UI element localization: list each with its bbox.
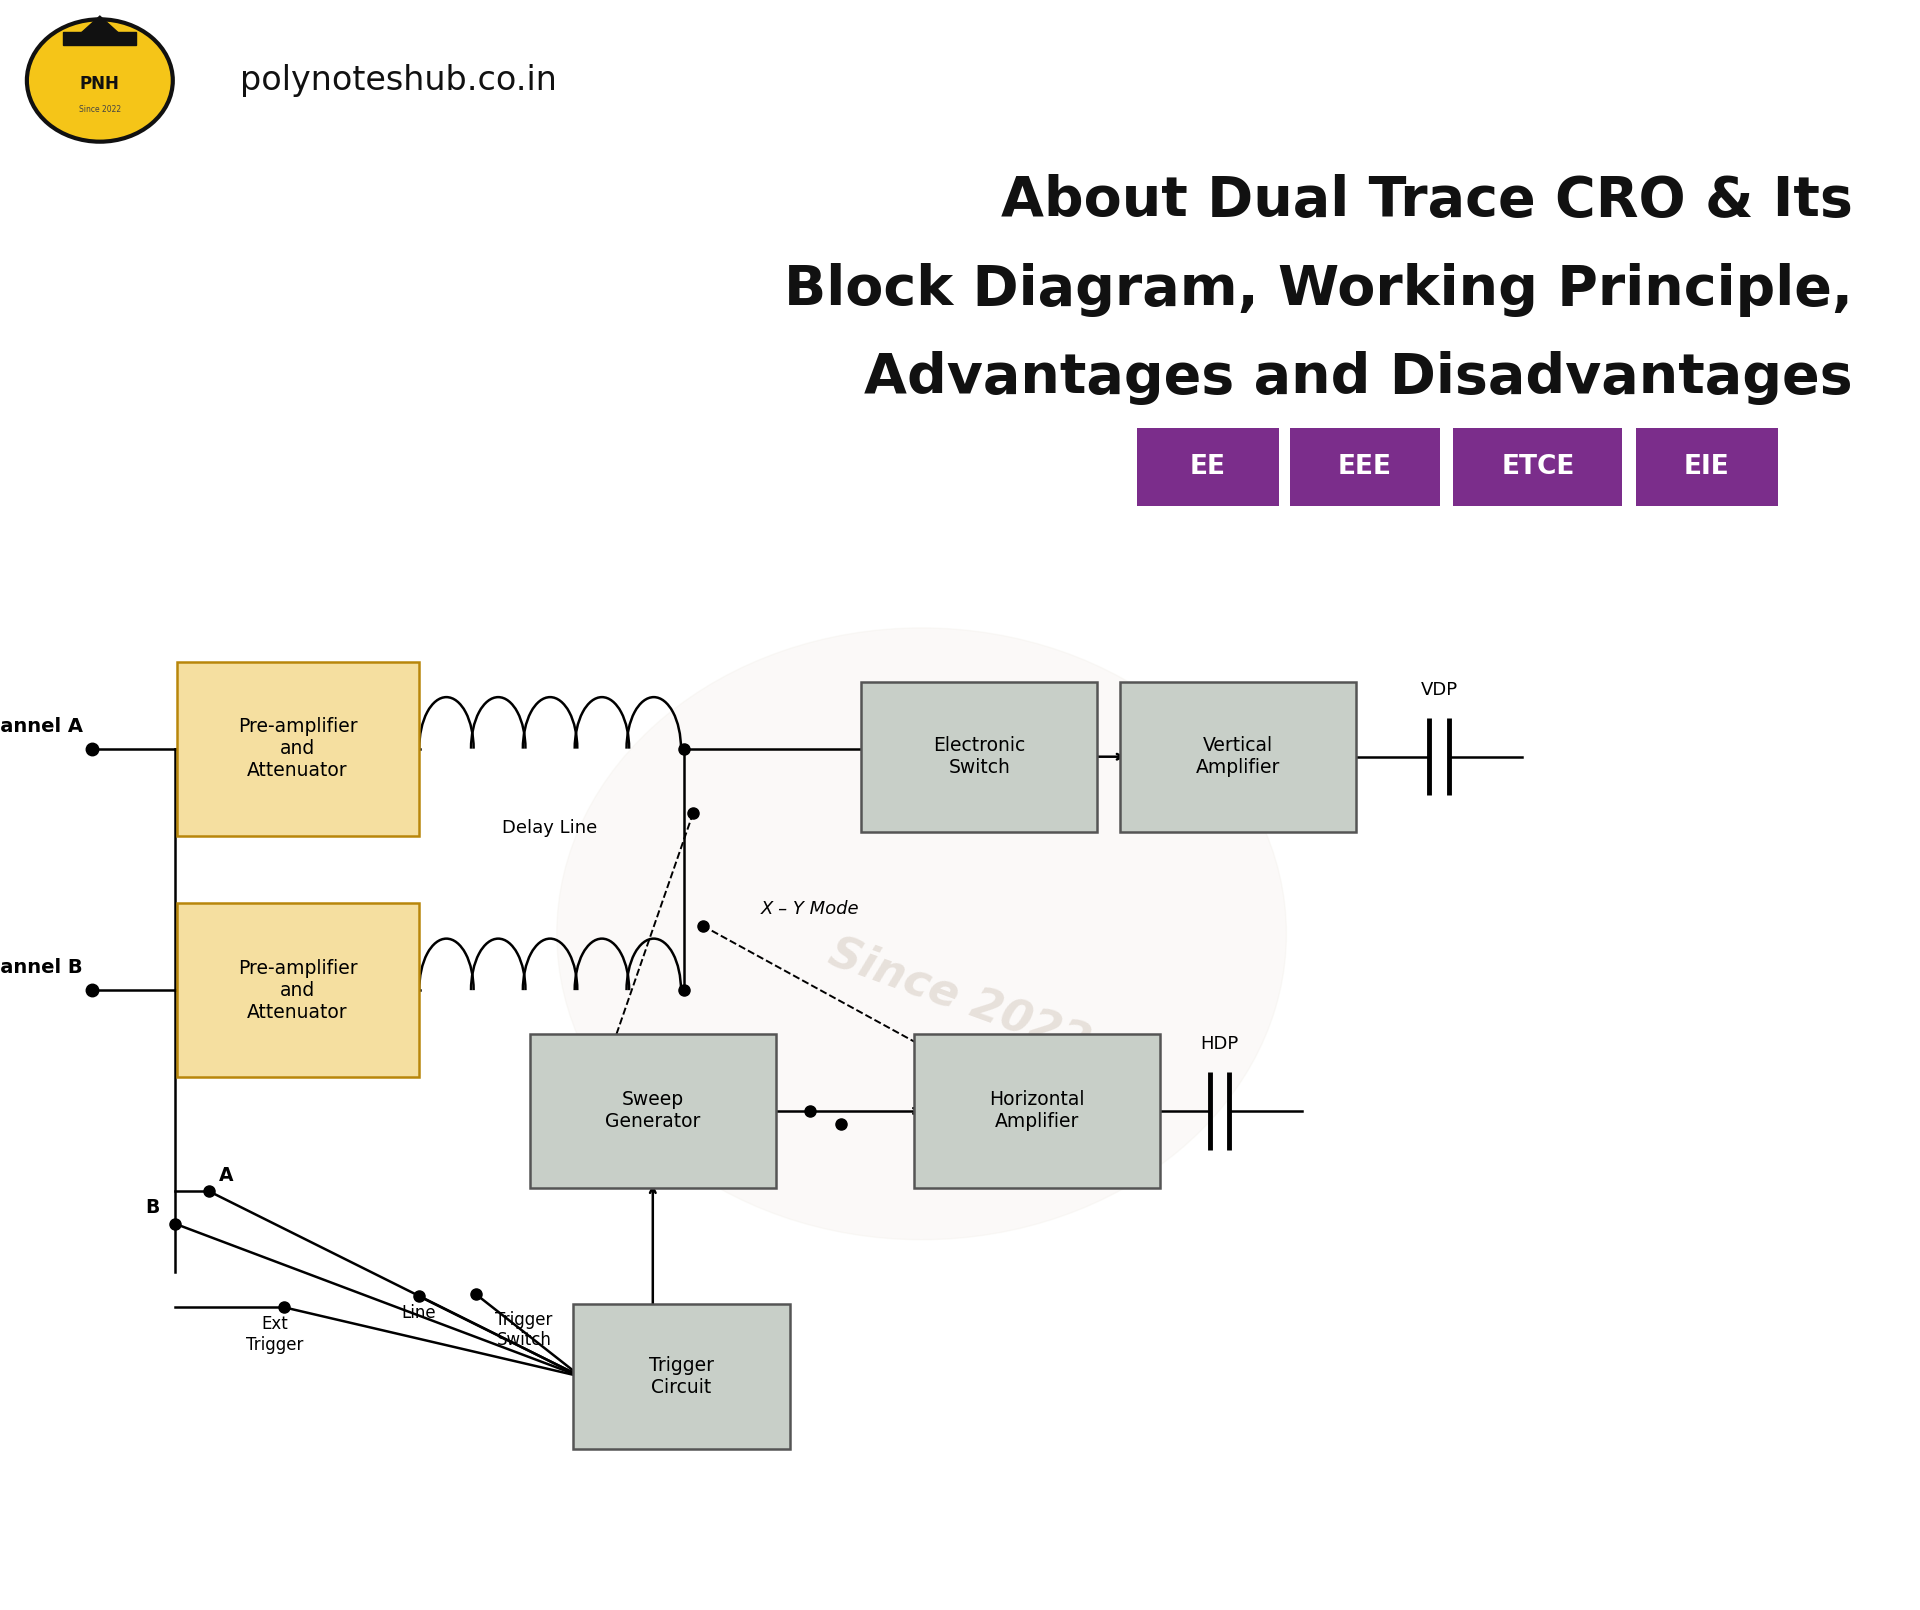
FancyBboxPatch shape [914, 1034, 1160, 1188]
Text: EEE: EEE [1338, 454, 1392, 480]
Text: HDP: HDP [1200, 1035, 1238, 1053]
Text: Trigger
Switch: Trigger Switch [495, 1311, 553, 1349]
Text: Since 2022: Since 2022 [824, 931, 1096, 1066]
Text: Since 2022: Since 2022 [79, 105, 121, 114]
Text: B: B [146, 1198, 159, 1217]
Text: EIE: EIE [1684, 454, 1730, 480]
Text: Channel A: Channel A [0, 716, 83, 736]
Text: Delay Line: Delay Line [503, 819, 597, 837]
Text: PNH: PNH [81, 74, 119, 93]
Text: EE: EE [1190, 454, 1225, 480]
Text: Block Diagram, Working Principle,: Block Diagram, Working Principle, [783, 262, 1853, 317]
Text: Channel B: Channel B [0, 958, 83, 977]
Text: Ext
Trigger: Ext Trigger [246, 1315, 303, 1354]
Text: Vertical
Amplifier: Vertical Amplifier [1196, 736, 1281, 778]
FancyBboxPatch shape [177, 662, 419, 836]
Text: Sweep
Generator: Sweep Generator [605, 1090, 701, 1132]
FancyBboxPatch shape [860, 683, 1098, 831]
FancyBboxPatch shape [1119, 683, 1356, 831]
Text: Pre-amplifier
and
Attenuator: Pre-amplifier and Attenuator [238, 716, 357, 781]
Polygon shape [63, 32, 136, 45]
FancyBboxPatch shape [530, 1034, 776, 1188]
Text: ETCE: ETCE [1501, 454, 1574, 480]
Text: Advantages and Disadvantages: Advantages and Disadvantages [864, 351, 1853, 406]
Text: Horizontal
Amplifier: Horizontal Amplifier [989, 1090, 1085, 1132]
Text: polynoteshub.co.in: polynoteshub.co.in [240, 64, 557, 97]
Text: Trigger
Circuit: Trigger Circuit [649, 1356, 714, 1397]
Text: X – Y Mode: X – Y Mode [760, 900, 858, 918]
FancyBboxPatch shape [1636, 428, 1778, 506]
FancyBboxPatch shape [572, 1304, 791, 1449]
Text: A: A [219, 1166, 234, 1185]
FancyBboxPatch shape [177, 903, 419, 1077]
Text: Electronic
Switch: Electronic Switch [933, 736, 1025, 778]
Text: About Dual Trace CRO & Its: About Dual Trace CRO & Its [1000, 174, 1853, 229]
FancyBboxPatch shape [1453, 428, 1622, 506]
Text: VDP: VDP [1421, 681, 1457, 699]
FancyBboxPatch shape [1137, 428, 1279, 506]
Polygon shape [75, 16, 125, 39]
FancyBboxPatch shape [1290, 428, 1440, 506]
Circle shape [557, 628, 1286, 1240]
Text: Pre-amplifier
and
Attenuator: Pre-amplifier and Attenuator [238, 958, 357, 1022]
Circle shape [27, 19, 173, 142]
Text: Line: Line [401, 1304, 436, 1322]
